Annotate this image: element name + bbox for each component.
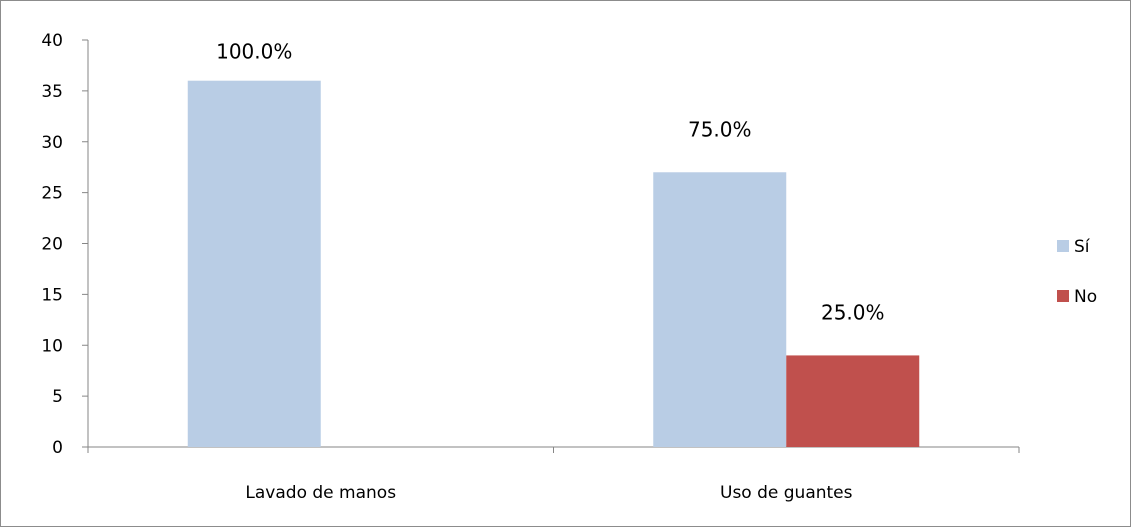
legend-swatch — [1057, 240, 1069, 252]
y-tick-label: 40 — [41, 31, 63, 51]
data-label: 100.0% — [216, 40, 292, 64]
y-tick-label: 20 — [41, 235, 63, 255]
data-label: 25.0% — [821, 300, 885, 324]
bars — [187, 80, 920, 447]
y-tick-label: 0 — [52, 438, 63, 458]
x-tick-label: Uso de guantes — [720, 483, 853, 503]
bar — [786, 355, 920, 447]
legend-swatch — [1057, 290, 1069, 302]
data-label: 75.0% — [688, 117, 752, 141]
y-axis: 0 5 10 15 20 25 30 35 40 — [41, 31, 89, 458]
x-tick-label: Lavado de manos — [245, 483, 396, 503]
bar — [187, 80, 321, 447]
y-tick-label: 30 — [41, 133, 63, 153]
legend: Sí No — [1057, 237, 1097, 307]
y-tick-label: 5 — [52, 387, 63, 407]
data-labels: 100.0% 75.0% 25.0% — [216, 40, 884, 325]
x-axis: Lavado de manos Uso de guantes — [87, 446, 1020, 503]
y-tick-label: 35 — [41, 82, 63, 102]
bar — [653, 172, 787, 447]
legend-label: No — [1074, 287, 1097, 307]
y-tick-label: 25 — [41, 184, 63, 204]
y-tick-label: 15 — [41, 285, 63, 305]
legend-label: Sí — [1074, 237, 1091, 257]
y-tick-label: 10 — [41, 336, 63, 356]
